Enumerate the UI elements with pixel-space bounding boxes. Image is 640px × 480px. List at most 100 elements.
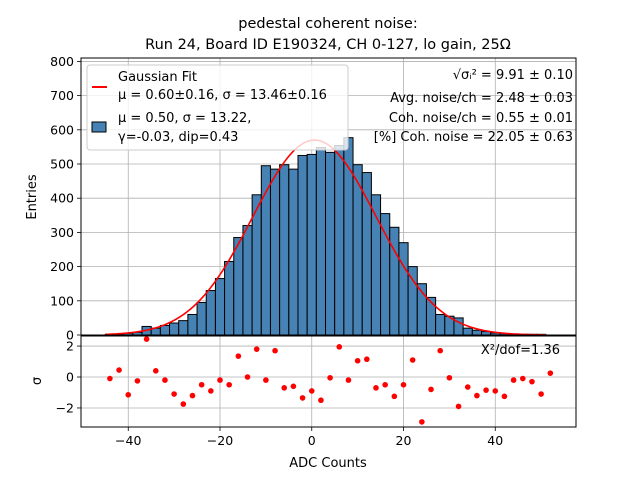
residual-point — [327, 374, 333, 381]
residual-point — [263, 377, 269, 383]
residual-point — [354, 357, 361, 364]
residual-point — [474, 392, 480, 399]
histogram-bar — [169, 322, 180, 336]
histogram-bar — [380, 213, 391, 336]
histogram-bar — [279, 164, 290, 336]
histogram-bar — [361, 172, 372, 336]
residual-point — [152, 368, 159, 374]
histogram-bar — [187, 313, 198, 336]
residual-point — [364, 356, 370, 363]
histogram-bar — [288, 168, 299, 336]
residual-point — [235, 353, 242, 359]
residual-point — [419, 419, 425, 425]
x-tick-label: 40 — [487, 433, 503, 448]
y-tick-label: 0 — [66, 328, 74, 343]
residual-y-tick-label: −2 — [56, 400, 74, 415]
histogram-bars — [104, 137, 547, 336]
y-tick-label: 300 — [50, 225, 74, 240]
residual-y-label: σ — [30, 377, 45, 385]
residual-point — [208, 388, 214, 394]
y-tick-label: 500 — [50, 157, 74, 172]
residual-point — [336, 344, 343, 350]
y-tick-label: 800 — [50, 54, 74, 69]
residual-point — [143, 336, 150, 342]
residual-point — [134, 378, 141, 384]
residual-point — [244, 374, 251, 380]
residual-point — [437, 347, 444, 354]
residual-point — [391, 393, 398, 400]
residual-point — [345, 377, 352, 383]
residual-point — [189, 392, 196, 399]
histogram-bar — [407, 266, 418, 336]
histogram-bar — [334, 145, 345, 336]
x-tick-label: −40 — [115, 433, 141, 448]
histogram-axes-frame — [80, 57, 577, 336]
residual-point — [446, 374, 453, 381]
histogram-bar — [242, 225, 253, 336]
residual-point — [483, 387, 489, 393]
y-tick-label: 400 — [50, 191, 74, 206]
residual-point — [455, 403, 462, 410]
histogram-bar — [214, 278, 226, 336]
y-tick-label: 200 — [50, 259, 74, 274]
x-tick-label: 0 — [308, 433, 316, 448]
residual-y-tick-label: 0 — [66, 370, 74, 385]
chi2-annotation: X²/dof=1.36 — [481, 343, 560, 358]
legend-box — [86, 64, 349, 151]
legend: Gaussian Fit μ = 0.60±0.16, σ = 13.46±0.… — [86, 64, 349, 151]
x-axis-label: ADC Counts — [289, 456, 367, 471]
histogram-y-ticks: 0 100 200 300 400 500 600 700 800 — [50, 54, 81, 343]
histogram-bar — [315, 147, 327, 336]
y-tick-label: 100 — [50, 293, 74, 308]
residual-point — [400, 381, 407, 388]
residual-point — [492, 388, 499, 394]
residual-point — [529, 378, 535, 385]
histogram-bar — [205, 290, 216, 336]
y-tick-label: 600 — [50, 122, 74, 137]
residual-point — [171, 391, 177, 397]
residual-y-tick-label: 2 — [66, 339, 74, 354]
histogram-bar — [471, 329, 482, 336]
residual-point — [116, 367, 122, 373]
residual-points — [107, 336, 554, 425]
residual-point — [318, 397, 324, 404]
y-tick-label: 700 — [50, 88, 74, 103]
annotation-coh-noise: Coh. noise/ch = 0.55 ± 0.01 — [389, 111, 573, 126]
residual-point — [501, 393, 508, 400]
residual-point — [253, 346, 260, 352]
histogram-bar — [462, 327, 473, 336]
noise-annotations: √σᵢ² = 9.91 ± 0.10 Avg. noise/ch = 2.48 … — [374, 68, 573, 145]
residual-point — [107, 375, 113, 382]
annotation-sigma: √σᵢ² = 9.91 ± 0.10 — [453, 68, 573, 83]
annotation-coh-percent: [%] Coh. noise = 22.05 ± 0.63 — [374, 130, 573, 145]
residual-point — [217, 377, 223, 383]
residual-point — [382, 381, 388, 388]
residual-point — [281, 385, 288, 391]
residual-point — [510, 377, 517, 383]
histogram-bar — [306, 153, 317, 336]
residual-point — [290, 383, 297, 390]
residual-point — [162, 377, 168, 383]
legend-fit-params: μ = 0.60±0.16, σ = 13.46±0.16 — [118, 88, 327, 103]
x-tick-label: 20 — [396, 433, 412, 448]
histogram-bar — [398, 242, 409, 336]
residual-point — [125, 392, 132, 398]
histogram-bar — [325, 151, 336, 336]
histogram-bar — [352, 164, 363, 336]
histogram-bar — [435, 313, 446, 336]
x-tick-label: −20 — [207, 433, 233, 448]
residual-point — [299, 395, 306, 401]
legend-fit-label: Gaussian Fit — [118, 70, 197, 85]
histogram-bar — [269, 168, 281, 336]
residual-point — [373, 385, 379, 391]
residual-axes-frame — [80, 335, 577, 428]
residual-point — [428, 386, 434, 393]
residual-point — [180, 401, 187, 407]
residual-point — [538, 391, 544, 397]
chart-title-line2: Run 24, Board ID E190324, CH 0-127, lo g… — [145, 37, 511, 53]
histogram-bar — [224, 260, 235, 336]
histogram-bar — [178, 320, 189, 336]
histogram-bar — [233, 237, 244, 336]
legend-hist-patch-icon — [91, 121, 107, 133]
